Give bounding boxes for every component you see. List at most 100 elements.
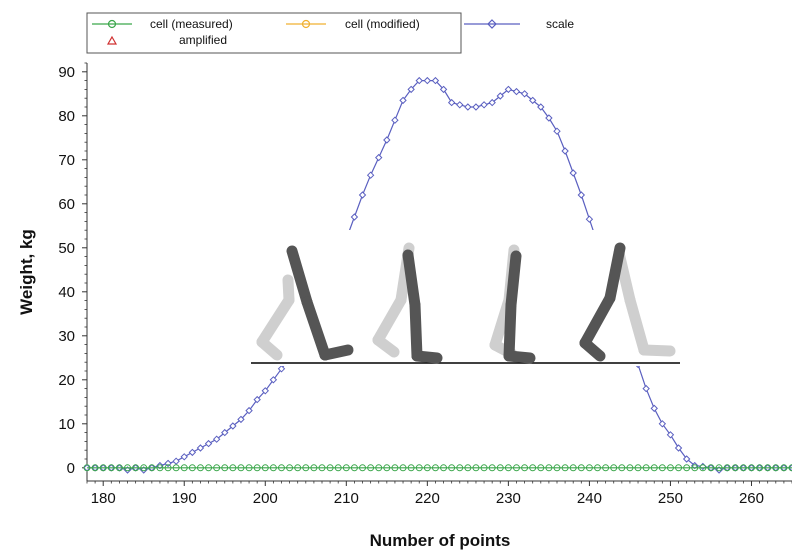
data-point-scale: [472, 103, 480, 111]
data-point-cell-measured-: [148, 464, 156, 472]
data-point-scale: [212, 435, 221, 443]
data-point-scale: [269, 376, 278, 384]
x-tick-label: 230: [496, 490, 521, 507]
data-point-scale: [480, 101, 488, 109]
data-point-cell-measured-: [286, 464, 294, 472]
data-point-scale: [180, 453, 188, 461]
data-point-cell-measured-: [277, 464, 285, 472]
data-point-scale: [245, 406, 253, 415]
data-point-cell-measured-: [553, 464, 561, 472]
data-point-cell-measured-: [723, 464, 731, 472]
data-point-scale: [358, 191, 367, 199]
data-point-cell-measured-: [213, 464, 221, 472]
data-point-cell-measured-: [294, 464, 302, 472]
y-tick-label: 60: [58, 196, 75, 213]
data-point-cell-measured-: [529, 464, 537, 472]
data-point-cell-measured-: [537, 464, 545, 472]
data-point-cell-measured-: [658, 464, 666, 472]
x-tick-label: 220: [415, 490, 440, 507]
x-tick-label: 210: [334, 490, 359, 507]
data-point-cell-measured-: [764, 464, 772, 472]
legend-label-amplified: amplified: [179, 33, 227, 47]
data-point-scale: [439, 85, 448, 94]
data-point-cell-measured-: [91, 464, 99, 472]
data-point-cell-measured-: [772, 464, 780, 472]
data-point-cell-measured-: [488, 464, 496, 472]
data-point-scale: [569, 169, 577, 177]
legend-label-cell-modified: cell (modified): [345, 17, 420, 31]
x-tick-label: 260: [739, 490, 764, 507]
data-point-scale: [196, 444, 205, 452]
data-point-cell-measured-: [626, 464, 634, 472]
data-point-scale: [431, 76, 440, 85]
gait-figure-4-icon: [579, 242, 676, 362]
plot-frame: [86, 63, 792, 482]
gait-figure-3-icon: [489, 244, 536, 364]
x-tick-label: 190: [172, 490, 197, 507]
data-point-cell-measured-: [577, 464, 585, 472]
data-point-scale: [172, 457, 180, 465]
data-point-cell-measured-: [383, 464, 391, 472]
data-point-cell-measured-: [512, 464, 520, 472]
data-point-cell-measured-: [107, 464, 115, 472]
data-point-scale: [577, 191, 586, 199]
data-point-cell-measured-: [683, 464, 691, 472]
legend-item-scale: scale: [464, 17, 574, 31]
x-tick-label: 180: [91, 490, 116, 507]
data-point-cell-measured-: [229, 464, 237, 472]
data-point-scale: [642, 384, 650, 393]
data-point-scale: [585, 215, 594, 223]
data-point-scale: [561, 147, 569, 155]
data-point-cell-measured-: [464, 464, 472, 472]
data-point-cell-measured-: [780, 464, 788, 472]
data-point-scale: [375, 153, 383, 162]
data-point-cell-measured-: [448, 464, 456, 472]
data-point-cell-measured-: [423, 464, 431, 472]
data-point-cell-measured-: [561, 464, 569, 472]
data-point-scale: [504, 85, 513, 94]
data-point-cell-measured-: [350, 464, 358, 472]
data-point-scale: [221, 428, 229, 437]
data-point-cell-measured-: [334, 464, 342, 472]
data-point-scale: [383, 136, 391, 144]
data-point-cell-measured-: [666, 464, 674, 472]
legend-item-amplified: amplified: [106, 33, 227, 47]
data-point-scale: [261, 387, 269, 395]
y-tick-label: 40: [58, 284, 75, 301]
data-point-cell-measured-: [326, 464, 334, 472]
data-point-cell-measured-: [318, 464, 326, 472]
data-point-scale: [391, 116, 399, 124]
data-point-scale: [545, 114, 553, 122]
data-point-cell-measured-: [610, 464, 618, 472]
x-tick-label: 240: [577, 490, 602, 507]
data-point-scale: [520, 90, 529, 98]
gait-figure-1-icon: [256, 245, 354, 361]
data-point-cell-measured-: [675, 464, 683, 472]
data-point-cell-measured-: [480, 464, 488, 472]
data-point-scale: [350, 213, 359, 221]
legend-label-cell-measured: cell (measured): [150, 17, 233, 31]
data-point-cell-measured-: [504, 464, 512, 472]
x-tick-label: 250: [658, 490, 683, 507]
data-point-cell-measured-: [359, 464, 367, 472]
data-point-cell-measured-: [310, 464, 318, 472]
data-point-cell-measured-: [731, 464, 739, 472]
data-point-cell-measured-: [391, 464, 399, 472]
data-point-cell-measured-: [261, 464, 269, 472]
data-point-cell-measured-: [172, 464, 180, 472]
data-point-cell-measured-: [594, 464, 602, 472]
data-point-scale: [140, 466, 148, 474]
data-point-scale: [464, 103, 472, 111]
data-point-cell-measured-: [156, 464, 164, 472]
data-point-cell-measured-: [747, 464, 755, 472]
data-point-cell-measured-: [569, 464, 577, 472]
y-tick-label: 20: [58, 372, 75, 389]
data-point-cell-measured-: [180, 464, 188, 472]
data-point-scale: [512, 87, 521, 96]
y-tick-label: 80: [58, 108, 75, 125]
data-point-cell-measured-: [269, 464, 277, 472]
data-point-cell-measured-: [691, 464, 699, 472]
y-axis-title: Weight, kg: [17, 229, 36, 315]
y-tick-label: 10: [58, 416, 75, 433]
legend-item-cell-measured: cell (measured): [92, 17, 233, 31]
